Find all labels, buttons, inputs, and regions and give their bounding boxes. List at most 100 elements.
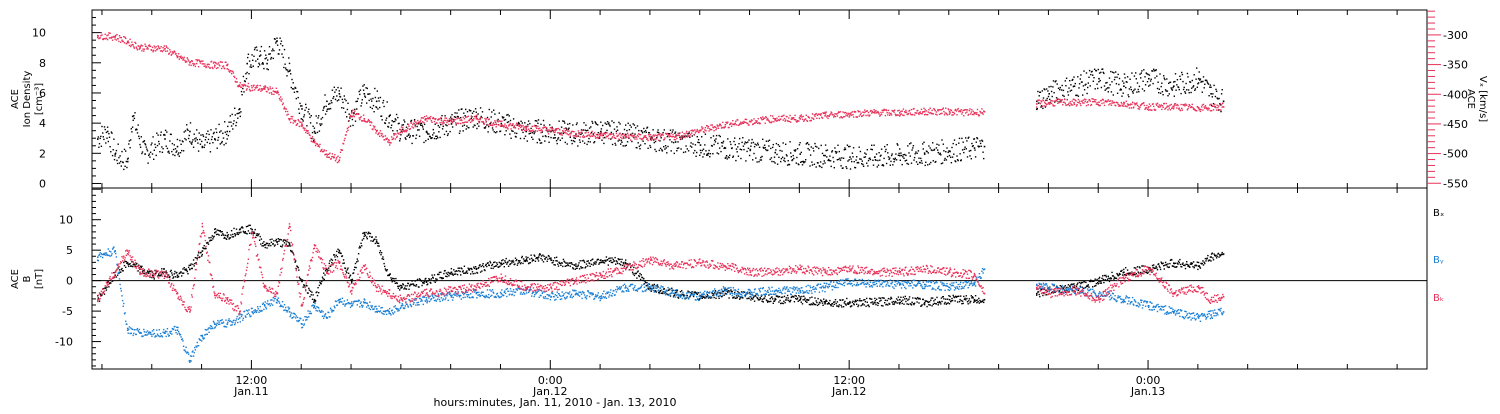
ion-density-series-point	[934, 149, 935, 150]
bx-series-point	[798, 301, 799, 302]
vx-series-point	[1182, 109, 1183, 110]
vx-series-point	[124, 42, 125, 43]
ion-density-series-point	[930, 162, 931, 163]
bx-series-point	[780, 303, 781, 304]
ion-density-series-point	[450, 116, 451, 117]
vx-series-point	[302, 125, 303, 126]
ion-density-series-point	[718, 135, 719, 136]
bx-series-point	[801, 302, 802, 303]
bx-series-point	[642, 280, 643, 281]
vx-series-point	[979, 115, 980, 116]
ion-density-series-point	[807, 142, 808, 143]
bx-series-point	[672, 290, 673, 291]
ion-density-series-point	[1208, 95, 1209, 96]
ion-density-series-point	[1087, 87, 1088, 88]
bx-series-point	[187, 273, 188, 274]
ion-density-series-point	[886, 163, 887, 164]
vx-series-point	[837, 115, 838, 116]
ion-density-series-point	[618, 122, 619, 123]
ion-density-series-point	[1217, 98, 1218, 99]
vx-series-point	[406, 131, 407, 132]
ion-density-series-point	[144, 153, 146, 155]
ion-density-series-point	[868, 160, 869, 161]
vx-series-point	[1068, 103, 1069, 104]
bx-series-point	[575, 263, 576, 264]
ion-density-series-point	[466, 128, 467, 129]
ion-density-series-point	[605, 132, 606, 133]
bx-series-point	[794, 295, 795, 296]
vx-series-point	[743, 123, 744, 124]
ion-density-series-point	[1190, 92, 1191, 93]
bx-series-point	[588, 260, 589, 261]
ion-density-series-point	[1118, 74, 1119, 75]
bx-series-point	[421, 285, 422, 286]
vx-series-point	[1171, 104, 1172, 105]
bx-series-point	[392, 278, 393, 279]
ion-density-series-point	[895, 158, 896, 159]
ion-density-series-point	[1068, 87, 1069, 88]
vx-series-point	[814, 114, 815, 115]
ion-density-series-point	[1078, 96, 1079, 97]
vx-series-point	[429, 117, 430, 118]
ion-density-series-point	[619, 123, 620, 124]
bx-series-point	[176, 272, 177, 273]
bx-series-point	[519, 262, 520, 263]
ion-density-series-point	[1191, 88, 1192, 89]
bx-series-point	[239, 232, 240, 233]
vx-series-point	[562, 134, 563, 135]
ion-density-series-point	[156, 133, 157, 134]
ion-density-series-point	[966, 148, 967, 149]
ion-density-series-point	[1094, 69, 1095, 70]
ion-density-series-point	[867, 165, 868, 166]
vx-series-point	[250, 90, 251, 91]
vx-series-point	[127, 41, 129, 43]
vx-series-point	[151, 50, 152, 51]
ion-density-series-point	[783, 160, 784, 161]
bx-series-point	[595, 263, 596, 264]
vx-series-point	[686, 131, 687, 132]
vx-series-point	[818, 113, 819, 114]
ion-density-series-point	[609, 125, 610, 126]
ion-density-series-point	[1204, 84, 1205, 85]
bx-series-point	[347, 268, 348, 269]
ion-density-series-point	[891, 155, 892, 156]
bx-series-point	[651, 291, 652, 292]
bx-series-point	[811, 297, 812, 298]
vx-series-point	[213, 61, 214, 62]
ion-density-series-point	[756, 161, 757, 162]
bx-series-point	[131, 261, 132, 262]
vx-series-point	[820, 114, 821, 115]
ion-density-series-point	[864, 157, 865, 158]
bx-series-point	[146, 272, 147, 273]
ion-density-series-point	[352, 119, 353, 120]
vx-series-point	[381, 135, 382, 136]
vx-series-point	[217, 67, 218, 68]
bx-series-point	[164, 268, 165, 269]
vx-series-point	[1167, 109, 1168, 110]
bx-series-point	[642, 277, 643, 278]
vx-series-point	[264, 88, 266, 90]
vx-series-point	[893, 112, 894, 113]
ion-density-series-point	[838, 159, 839, 160]
bx-series-point	[411, 280, 412, 281]
vx-series-point	[153, 50, 154, 51]
bx-series-point	[643, 278, 644, 279]
ion-density-series-point	[586, 130, 587, 131]
vx-series-point	[1108, 104, 1109, 105]
vx-series-point	[1205, 105, 1206, 106]
ion-density-series-point	[199, 132, 200, 133]
vx-series-point	[525, 128, 526, 129]
ion-density-series-point	[154, 150, 155, 151]
ion-density-series-point	[1204, 87, 1205, 88]
bx-series-point	[414, 285, 415, 286]
ion-density-series-point	[1189, 92, 1190, 93]
bx-series-point	[821, 301, 822, 302]
ion-density-series-point	[646, 132, 647, 133]
vx-series-point	[1169, 105, 1170, 106]
ion-density-series-point	[105, 129, 106, 130]
ion-density-series-point	[219, 131, 220, 132]
bx-series-point	[806, 302, 807, 303]
ion-density-series-point	[700, 144, 702, 146]
vx-series-point	[326, 156, 327, 157]
vx-series-point	[870, 110, 871, 111]
